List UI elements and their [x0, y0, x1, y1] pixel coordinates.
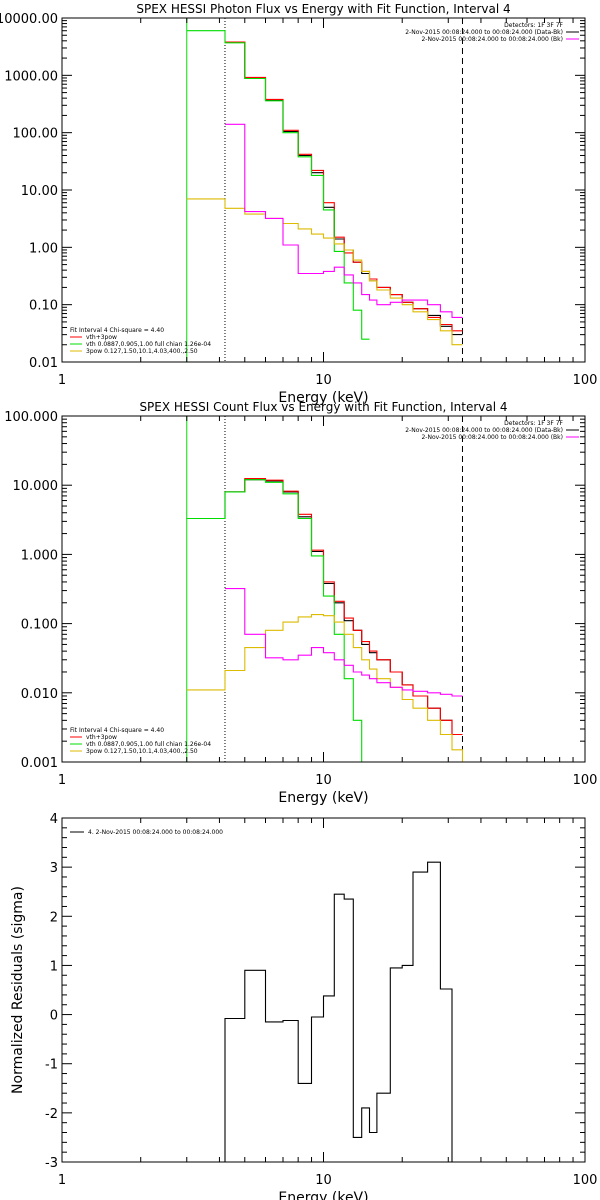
legend-label: 4. 2-Nov-2015 00:08:24.000 to 00:08:24.0… [88, 829, 223, 836]
y-tick-label: 10000.00 [0, 12, 58, 27]
info-label: 2-Nov-2015 00:08:24.000 to 00:08:24.000 … [421, 36, 563, 43]
info-label: 2-Nov-2015 00:08:24.000 to 00:08:24.000 … [405, 427, 563, 434]
series-background [225, 588, 463, 697]
y-tick-label: 2 [50, 910, 58, 925]
legend-label: 3pow 0.127,1.50,10.1,4.03,400.,2.50 [86, 348, 198, 355]
x-tick-label: 100 [573, 773, 598, 788]
y-tick-label: -2 [45, 1107, 58, 1122]
legend-label: vth 0.0887,0.905,1.00 full chian 1.26e-0… [86, 741, 211, 748]
legend-label: vth 0.0887,0.905,1.00 full chian 1.26e-0… [86, 341, 211, 348]
legend-label: Fit Interval 4 Chi-square = 4.40 [70, 327, 164, 334]
y-tick-label: -3 [45, 1156, 58, 1171]
info-label: 2-Nov-2015 00:08:24.000 to 00:08:24.000 … [421, 434, 563, 441]
y-tick-label: 1.00 [29, 241, 58, 256]
x-tick-label: 1 [58, 773, 66, 788]
series-residuals [224, 861, 453, 1162]
x-axis-label: Energy (keV) [278, 790, 368, 806]
info-label: Detectors: 1F 3F 7F [504, 420, 563, 427]
plot-frame [61, 817, 586, 1163]
series-vth-3pow [225, 477, 463, 736]
y-tick-label: 0.001 [21, 756, 58, 771]
y-tick-label: 1 [50, 959, 58, 974]
x-tick-label: 1 [58, 373, 66, 388]
chart-title: SPEX HESSI Count Flux vs Energy with Fit… [139, 400, 507, 414]
x-axis-label: Energy (keV) [278, 1190, 368, 1200]
chart-panel-1: SPEX HESSI Photon Flux vs Energy with Fi… [0, 2, 597, 406]
legend-label: Fit Interval 4 Chi-square = 4.40 [70, 727, 164, 734]
series-background [225, 123, 463, 318]
y-tick-label: 3 [50, 861, 58, 876]
series-vth-3pow [225, 41, 463, 332]
y-tick-label: 0.010 [21, 687, 58, 702]
y-tick-label: 1000.00 [4, 69, 58, 84]
y-tick-label: 10.000 [13, 479, 59, 494]
y-tick-label: 0.100 [21, 618, 58, 633]
y-tick-label: 1.000 [21, 548, 58, 563]
y-tick-label: 100.000 [4, 410, 58, 425]
series-data [225, 41, 463, 336]
legend-label: vth+3pow [86, 334, 117, 341]
y-tick-label: 0.01 [29, 356, 58, 371]
x-tick-label: 10 [315, 373, 332, 388]
x-tick-label: 10 [315, 1173, 332, 1188]
info-label: Detectors: 1F 3F 7F [504, 22, 563, 29]
info-label: 2-Nov-2015 00:08:24.000 to 00:08:24.000 … [405, 29, 563, 36]
series-vth [186, 30, 370, 340]
x-axis-label: Energy (keV) [278, 390, 368, 406]
y-tick-label: 0.10 [29, 299, 58, 314]
y-tick-label: 10.00 [21, 184, 58, 199]
x-tick-label: 10 [315, 773, 332, 788]
x-tick-label: 100 [573, 373, 598, 388]
series-3pow [186, 614, 473, 762]
chart-title: SPEX HESSI Photon Flux vs Energy with Fi… [136, 2, 510, 16]
chart-panel-2: SPEX HESSI Count Flux vs Energy with Fit… [4, 400, 597, 806]
y-axis-label: Normalized Residuals (sigma) [10, 886, 26, 1094]
series-vth [186, 479, 370, 762]
y-tick-label: 100.00 [13, 127, 59, 142]
x-tick-label: 1 [58, 1173, 66, 1188]
y-tick-label: -1 [45, 1058, 58, 1073]
y-tick-label: 4 [50, 812, 58, 827]
legend-label: vth+3pow [86, 734, 117, 741]
x-tick-label: 100 [573, 1173, 598, 1188]
y-tick-label: 0 [50, 1009, 58, 1024]
legend-label: 3pow 0.127,1.50,10.1,4.03,400.,2.50 [86, 748, 198, 755]
